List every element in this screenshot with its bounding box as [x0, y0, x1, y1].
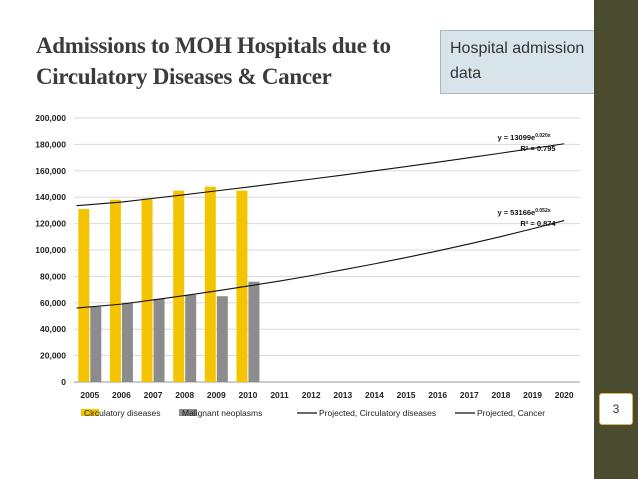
- x-tick-label: 2006: [112, 390, 131, 400]
- slide-title-line-1: Admissions to MOH Hospitals due to: [36, 33, 391, 58]
- x-tick-label: 2013: [333, 390, 352, 400]
- slide-title: Admissions to MOH Hospitals due to Circu…: [36, 30, 456, 92]
- x-tick-label: 2009: [207, 390, 226, 400]
- y-tick-label: 160,000: [35, 166, 66, 176]
- malignant-bar: [216, 296, 228, 382]
- hospital-admission-callout: Hospital admission data: [440, 30, 610, 94]
- circulatory-trendline: [76, 143, 565, 207]
- y-tick-label: 100,000: [35, 245, 66, 255]
- circulatory-bar: [236, 190, 248, 382]
- x-tick-label: 2012: [302, 390, 321, 400]
- y-tick-label: 200,000: [35, 113, 66, 123]
- circulatory-bar: [204, 186, 216, 382]
- x-tick-label: 2015: [397, 390, 416, 400]
- circulatory-bar: [78, 209, 90, 382]
- y-tick-label: 180,000: [35, 139, 66, 149]
- x-tick-label: 2008: [175, 390, 194, 400]
- y-tick-label: 120,000: [35, 219, 66, 229]
- malignant-bar: [121, 302, 133, 382]
- legend-label: Projected, Cancer: [477, 408, 545, 418]
- legend-swatch: [179, 409, 197, 416]
- y-tick-label: 80,000: [40, 271, 66, 281]
- y-tick-label: 20,000: [40, 351, 66, 361]
- x-tick-label: 2017: [460, 390, 479, 400]
- trend-equation: y = 13099e0.020x: [497, 133, 550, 142]
- trend-r-squared: R² = 0.874: [520, 219, 556, 228]
- legend-label: Projected, Circulatory diseases: [319, 408, 436, 418]
- slide-title-line-2: Circulatory Diseases & Cancer: [36, 64, 332, 89]
- x-tick-label: 2007: [144, 390, 163, 400]
- x-tick-label: 2011: [270, 390, 289, 400]
- x-tick-label: 2005: [80, 390, 99, 400]
- x-tick-label: 2019: [523, 390, 542, 400]
- legend-label: Malignant neoplasms: [182, 408, 262, 418]
- cancer-trendline: [76, 220, 565, 309]
- y-tick-label: 140,000: [35, 192, 66, 202]
- circulatory-bar: [141, 198, 153, 382]
- malignant-bar: [185, 294, 197, 382]
- x-tick-label: 2014: [365, 390, 384, 400]
- malignant-bar: [248, 281, 260, 382]
- x-tick-label: 2016: [428, 390, 447, 400]
- circulatory-bar: [109, 199, 121, 382]
- malignant-bar: [153, 298, 165, 382]
- page-number: 3: [599, 393, 633, 425]
- legend-label: Circulatory diseases: [84, 408, 161, 418]
- circulatory-bar: [173, 190, 185, 382]
- trend-r-squared: R² = 0.795: [520, 144, 555, 153]
- trend-chart: 0 20,000 40,000 60,000 80,000 100,000 120,000 1…: [35, 113, 580, 418]
- x-tick-label: 2020: [555, 390, 574, 400]
- x-tick-label: 2010: [238, 390, 257, 400]
- x-tick-label: 2018: [491, 390, 510, 400]
- y-tick-label: 40,000: [40, 324, 66, 334]
- legend-swatch: [81, 409, 99, 416]
- malignant-bar: [90, 306, 102, 382]
- y-tick-label: 60,000: [40, 298, 66, 308]
- trend-equation: y = 53166e0.052x: [497, 208, 550, 217]
- y-tick-label: 0: [61, 377, 66, 387]
